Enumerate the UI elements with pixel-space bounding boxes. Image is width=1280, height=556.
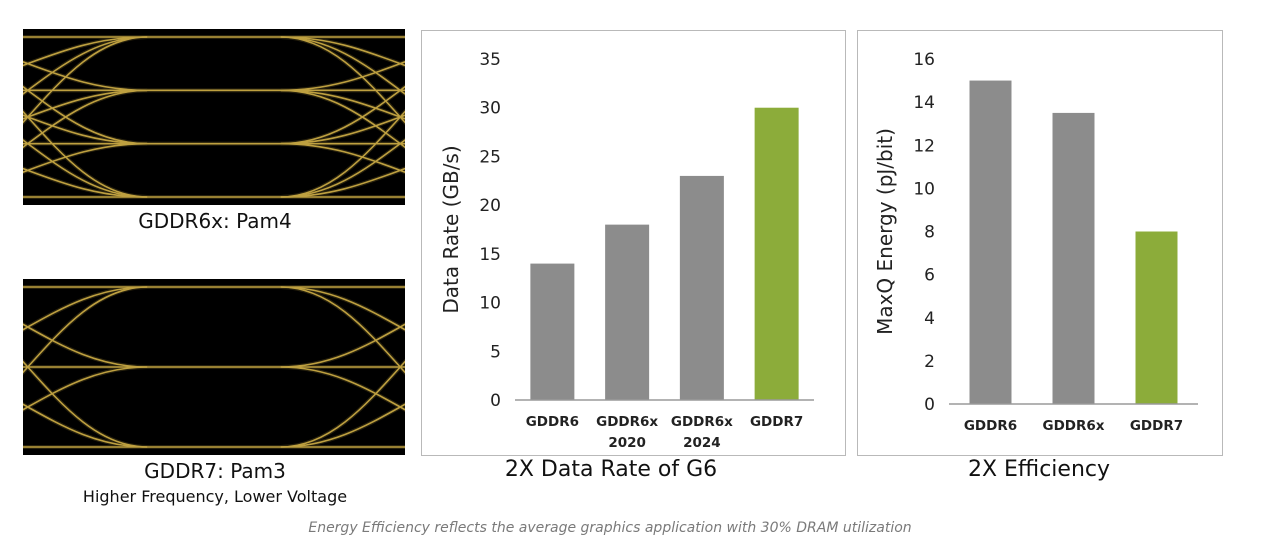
y-tick-label: 30 xyxy=(479,99,501,119)
y-tick-label: 16 xyxy=(913,50,935,70)
eye-transition-trace xyxy=(23,142,148,173)
x-tick-label: GDDR6x xyxy=(596,414,658,430)
eye-trace-group xyxy=(23,286,405,448)
x-tick-label: GDDR6x xyxy=(1043,418,1105,434)
efficiency-chart: 0 2 4 6 8 10 12 14 16 MaxQ Energy (pJ/bit) GDDR6 GD… xyxy=(873,50,1198,434)
eye-transition-trace xyxy=(280,110,405,198)
footnote: Energy Efficiency reflects the average g… xyxy=(308,520,912,536)
bar xyxy=(530,263,575,400)
y-axis-label: MaxQ Energy (pJ/bit) xyxy=(873,128,897,335)
eye-transition-trace xyxy=(23,36,148,95)
y-axis-label: Data Rate (GB/s) xyxy=(439,145,463,313)
data-rate-chart-panel: 0 5 10 15 20 25 30 35 Data Rate (GB/s) GDDR6 GDDR6… xyxy=(421,30,846,456)
pam4-eye-traces xyxy=(23,35,405,199)
pam3-subcaption: Higher Frequency, Lower Voltage xyxy=(82,487,348,506)
eye-transition-trace xyxy=(280,85,405,145)
y-tick-label: 14 xyxy=(913,93,935,113)
x-tick-label: GDDR7 xyxy=(750,414,803,430)
x-tick-label: GDDR6 xyxy=(964,418,1017,434)
y-tick-label: 0 xyxy=(924,395,935,415)
eye-transition-trace xyxy=(23,286,148,331)
y-tick-label: 4 xyxy=(924,309,935,329)
x-tick-label: GDDR7 xyxy=(1130,418,1183,434)
eye-transition-trace xyxy=(280,61,405,92)
y-tick-label: 25 xyxy=(479,147,501,167)
eye-transition-trace xyxy=(280,323,405,368)
data-rate-chart: 0 5 10 15 20 25 30 35 Data Rate (GB/s) GDDR6 GDDR6… xyxy=(439,50,814,451)
eye-transition-trace xyxy=(280,167,405,198)
eye-trace-group xyxy=(23,36,405,198)
eye-transition-trace xyxy=(280,403,405,448)
y-tick-label: 35 xyxy=(479,50,501,70)
y-tick-label: 0 xyxy=(490,391,501,411)
efficiency-chart-panel: 0 2 4 6 8 10 12 14 16 MaxQ Energy (pJ/bit) GDDR6 GD… xyxy=(857,30,1223,456)
y-tick-label: 6 xyxy=(924,266,935,286)
bar xyxy=(1052,112,1095,404)
eye-transition-trace xyxy=(280,360,405,448)
x-tick-label: 2024 xyxy=(683,435,721,451)
pam3-eye-diagram xyxy=(23,279,405,455)
eye-transition-trace xyxy=(23,36,148,124)
x-tick-label: 2020 xyxy=(608,435,646,451)
eye-transition-trace xyxy=(280,139,405,198)
y-tick-label: 12 xyxy=(913,136,935,156)
eye-transition-trace xyxy=(23,89,148,149)
eye-trace-group xyxy=(23,35,405,199)
y-tick-label: 10 xyxy=(479,294,501,314)
x-tick-label: GDDR6 xyxy=(526,414,579,430)
y-tick-label: 2 xyxy=(924,352,935,372)
efficiency-chart-title: 2X Efficiency xyxy=(967,457,1111,482)
bar xyxy=(1135,231,1178,404)
pam3-eye-traces xyxy=(23,285,405,449)
pam3-caption: GDDR7: Pam3 xyxy=(144,459,286,483)
y-tick-label: 15 xyxy=(479,245,501,265)
y-tick-label: 10 xyxy=(913,179,935,199)
y-tick-label: 5 xyxy=(490,342,501,362)
pam4-caption: GDDR6x: Pam4 xyxy=(138,209,292,233)
bar xyxy=(605,224,650,400)
bar xyxy=(679,175,724,400)
y-tick-label: 8 xyxy=(924,223,935,243)
bar xyxy=(754,107,799,400)
eye-transition-trace xyxy=(23,286,148,374)
pam4-eye-diagram xyxy=(23,29,405,205)
data-rate-chart-title: 2X Data Rate of G6 xyxy=(504,457,718,482)
eye-transition-trace xyxy=(23,36,148,67)
x-tick-label: GDDR6x xyxy=(671,414,733,430)
eye-transition-trace xyxy=(23,366,148,411)
bar xyxy=(969,80,1012,404)
y-tick-label: 20 xyxy=(479,196,501,216)
